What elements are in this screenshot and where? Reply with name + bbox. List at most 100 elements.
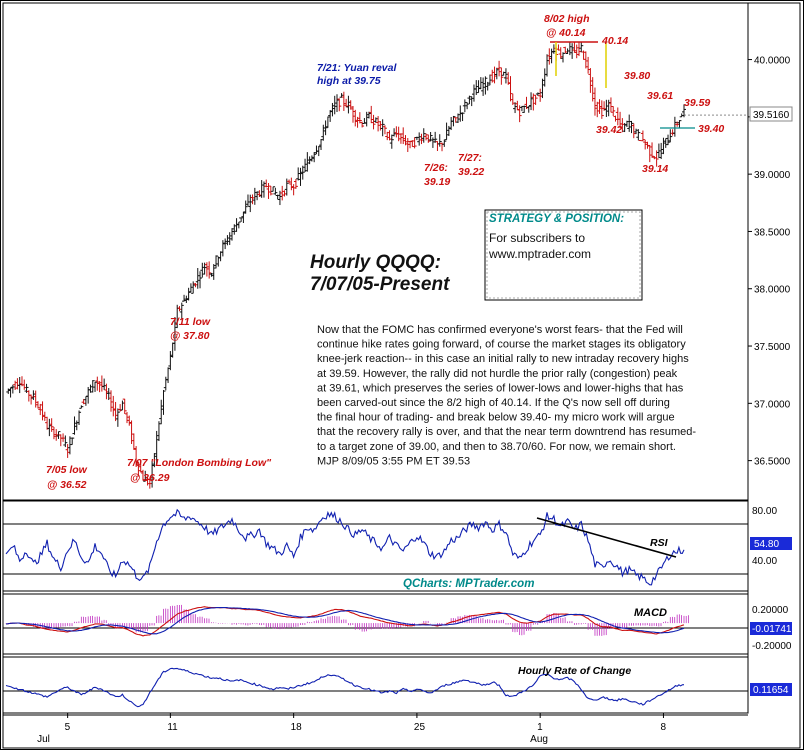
- price-bar: [430, 137, 435, 148]
- price-levels: [550, 41, 695, 129]
- price-bar: [131, 433, 136, 450]
- commentary-line: the final hour of trading- and break bel…: [317, 412, 675, 424]
- price-bar: [474, 80, 479, 95]
- price-bar: [186, 287, 191, 301]
- ann-3961: 39.61: [647, 90, 673, 102]
- price-bar: [645, 141, 650, 149]
- price-bar: [497, 60, 502, 77]
- price-bar: [597, 99, 602, 114]
- time-tick-label: 11: [167, 722, 178, 733]
- price-bar: [70, 437, 75, 446]
- price-bar: [97, 381, 102, 393]
- macd-tick-pos: 0.20000: [752, 605, 789, 616]
- price-bar: [316, 145, 321, 157]
- price-bar: [6, 388, 11, 394]
- price-bar: [211, 264, 216, 280]
- price-bar: [120, 400, 125, 411]
- price-bar: [414, 136, 419, 141]
- price-bar: [241, 211, 246, 223]
- price-bar: [248, 194, 253, 213]
- price-bar: [95, 376, 100, 391]
- price-bar: [56, 431, 61, 439]
- price-bar: [236, 221, 241, 229]
- last-price-box: 39.5160: [749, 106, 793, 122]
- price-bar: [570, 43, 575, 59]
- price-bar: [366, 111, 371, 119]
- price-bar: [442, 139, 447, 147]
- price-bar: [529, 92, 534, 111]
- rsi-tick-80: 80.00: [752, 506, 777, 517]
- price-bar: [456, 113, 460, 124]
- price-bar: [608, 97, 613, 113]
- price-bar: [668, 129, 673, 143]
- price-bar: [300, 165, 305, 180]
- price-bar: [335, 94, 340, 113]
- price-bar: [444, 122, 449, 141]
- last-price-label: 39.5160: [753, 110, 790, 121]
- price-bar: [209, 272, 214, 277]
- chart-subtitle: 7/07/05-Present: [310, 274, 450, 295]
- price-bar: [508, 76, 513, 102]
- price-bar: [145, 476, 150, 486]
- price-bar: [111, 395, 116, 417]
- commentary-line: at 39.59. However, the rally did not hur…: [317, 368, 678, 380]
- price-bar: [478, 77, 483, 90]
- month-label: Jul: [37, 734, 50, 745]
- chart-title: Hourly QQQQ:: [310, 252, 441, 273]
- price-tick-label: 39.0000: [754, 170, 791, 181]
- price-bar: [214, 255, 219, 269]
- price-bar: [35, 401, 40, 409]
- price-bar: [588, 68, 593, 93]
- macd-signal-line: [5, 606, 685, 635]
- price-bar: [193, 283, 198, 288]
- price-bar: [67, 436, 72, 455]
- price-bar: [492, 66, 497, 84]
- price-bar: [124, 411, 129, 424]
- price-bar: [252, 187, 257, 205]
- price-tick-label: 38.0000: [754, 285, 791, 296]
- price-bar: [396, 126, 401, 142]
- rsi-last: 54.80: [754, 539, 779, 550]
- rsi-tick-40: 40.00: [752, 556, 777, 567]
- price-bar: [453, 117, 458, 123]
- price-bar: [387, 130, 392, 141]
- price-bar: [490, 69, 495, 83]
- price-bar: [510, 93, 515, 105]
- price-bar: [503, 68, 508, 84]
- price-bar: [398, 133, 403, 144]
- price-bar: [172, 317, 177, 351]
- price-bar: [341, 91, 346, 111]
- price-bar: [663, 137, 668, 148]
- price-bar: [93, 381, 98, 392]
- price-bar: [519, 105, 524, 112]
- price-bar: [275, 194, 280, 200]
- price-bar: [620, 118, 625, 133]
- price-bar: [613, 115, 618, 122]
- price-bar: [204, 262, 209, 277]
- price-bar: [513, 102, 518, 114]
- price-bar: [540, 78, 545, 99]
- price-bar: [547, 48, 552, 65]
- price-bar: [259, 180, 264, 198]
- price-bar: [184, 295, 189, 304]
- price-bar: [109, 390, 114, 412]
- price-bar: [627, 114, 632, 132]
- price-bar: [296, 167, 301, 181]
- price-bar: [239, 217, 244, 222]
- price-bar: [152, 453, 157, 468]
- price-bar: [531, 93, 536, 111]
- ann-jul27: 7/27:: [458, 152, 482, 164]
- price-bar: [127, 415, 132, 426]
- ann-jul11-price: @ 37.80: [170, 330, 210, 342]
- price-bar: [284, 178, 289, 196]
- ann-jul05-price: @ 36.52: [47, 479, 87, 491]
- commentary-line: knee-jerk reaction-- in this case an ini…: [317, 353, 689, 365]
- price-bar: [371, 114, 376, 130]
- price-bar: [339, 93, 344, 98]
- commentary-line: been carved-out since the 8/2 high of 40…: [317, 397, 670, 409]
- price-bar: [289, 177, 294, 191]
- price-bar: [437, 134, 442, 147]
- price-bar: [168, 351, 173, 371]
- price-bar: [412, 137, 417, 149]
